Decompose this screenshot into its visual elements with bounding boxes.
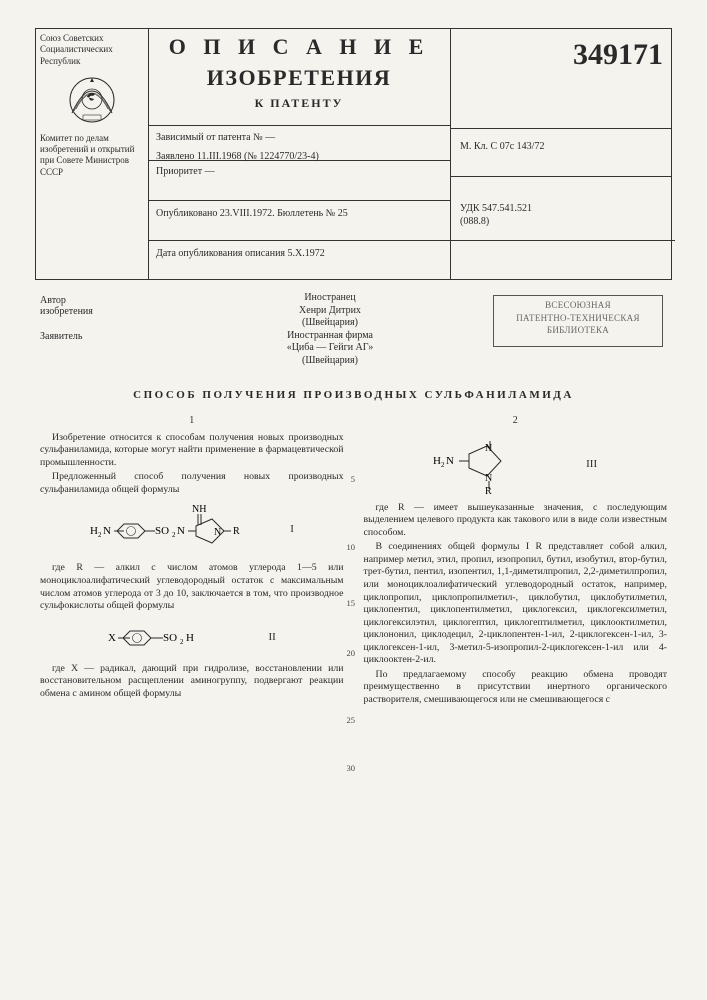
state-emblem-icon (60, 73, 124, 127)
col-number: 2 (364, 415, 668, 428)
paragraph: где R — алкил с числом атомов углерода 1… (40, 562, 344, 612)
description-date-cell: Дата опубликования описания 5.X.1972 (156, 247, 442, 260)
article-body: 1 Изобретение относится к способам получ… (40, 415, 667, 708)
classification-cell: М. Кл. С 07с 143/72 (460, 140, 660, 153)
column-1: 1 Изобретение относится к способам получ… (40, 415, 344, 708)
svg-text:N: N (177, 525, 185, 537)
divider (149, 240, 675, 241)
title-line2: ИЗОБРЕТЕНИЯ (156, 64, 442, 93)
col-number: 1 (40, 415, 344, 428)
svg-text:H: H (433, 455, 441, 467)
title-line3: К ПАТЕНТУ (156, 96, 442, 112)
svg-text:H: H (90, 525, 98, 537)
formula-3: H 2 N N N R III (364, 436, 668, 494)
column-2: 2 H 2 N N N R III где R — имеет вышеуказ… (364, 415, 668, 708)
svg-text:2: 2 (180, 638, 184, 646)
line-number: 30 (341, 763, 355, 774)
title-cell: О П И С А Н И Е ИЗОБРЕТЕНИЯ К ПАТЕНТУ (156, 33, 442, 112)
svg-text:N: N (103, 525, 111, 537)
svg-text:2: 2 (172, 531, 176, 539)
published-cell: Опубликовано 23.VIII.1972. Бюллетень № 2… (156, 207, 442, 220)
svg-text:X: X (108, 632, 116, 644)
formula-label: III (586, 457, 597, 471)
library-stamp: ВСЕСОЮЗНАЯ ПАТЕНТНО-ТЕХНИЧЕСКАЯ БИБЛИОТЕ… (493, 295, 663, 347)
priority-cell: Приоритет — (156, 165, 442, 178)
svg-text:2: 2 (441, 461, 445, 469)
formula-label: II (268, 630, 275, 644)
article-title: СПОСОБ ПОЛУЧЕНИЯ ПРОИЗВОДНЫХ СУЛЬФАНИЛАМ… (40, 388, 667, 402)
title-line1: О П И С А Н И Е (156, 33, 442, 62)
divider (148, 28, 149, 280)
paragraph: По предлагаемому способу реакцию обмена … (364, 669, 668, 707)
dependency-cell: Зависимый от патента № — Заявлено 11.III… (156, 131, 442, 163)
paragraph: где X — радикал, дающий при гидролизе, в… (40, 663, 344, 701)
credits-names: Иностранец Хенри Дитрих (Швейцария) Инос… (220, 292, 440, 367)
divider (450, 28, 451, 280)
udc-cell: УДК 547.541.521 (088.8) (460, 202, 660, 228)
formula-2: X SO 2 H II (40, 621, 344, 655)
divider (149, 200, 450, 201)
paragraph: Предложенный способ получения новых прои… (40, 471, 344, 496)
svg-text:N: N (446, 455, 454, 467)
paragraph: где R — имеет вышеуказанные значения, с … (364, 502, 668, 540)
formula-label: I (290, 522, 294, 536)
svg-text:N: N (214, 527, 221, 538)
issuer-cell: Союз Советских Социалистических Республи… (40, 33, 143, 178)
line-number: 25 (341, 715, 355, 726)
svg-text:H: H (186, 632, 194, 644)
paragraph: Изобретение относится к способам получен… (40, 432, 344, 470)
svg-text:NH: NH (192, 504, 206, 515)
divider (451, 128, 672, 129)
svg-text:SO: SO (155, 525, 169, 537)
issuer-top: Союз Советских Социалистических Республи… (40, 33, 143, 67)
divider (451, 176, 672, 177)
issuer-bottom: Комитет по делам изобретений и открытий … (40, 133, 143, 178)
paragraph: В соединениях общей формулы I R представ… (364, 541, 668, 666)
formula-1: H 2 N SO 2 N NH N R (40, 504, 344, 554)
svg-text:N: N (485, 443, 492, 454)
svg-text:R: R (485, 486, 492, 494)
patent-number: 349171 (573, 35, 663, 74)
divider (149, 125, 450, 126)
credits-labels: Автор изобретения Заявитель (40, 292, 145, 346)
svg-text:R: R (233, 526, 240, 537)
svg-text:2: 2 (98, 531, 102, 539)
svg-text:SO: SO (163, 632, 177, 644)
